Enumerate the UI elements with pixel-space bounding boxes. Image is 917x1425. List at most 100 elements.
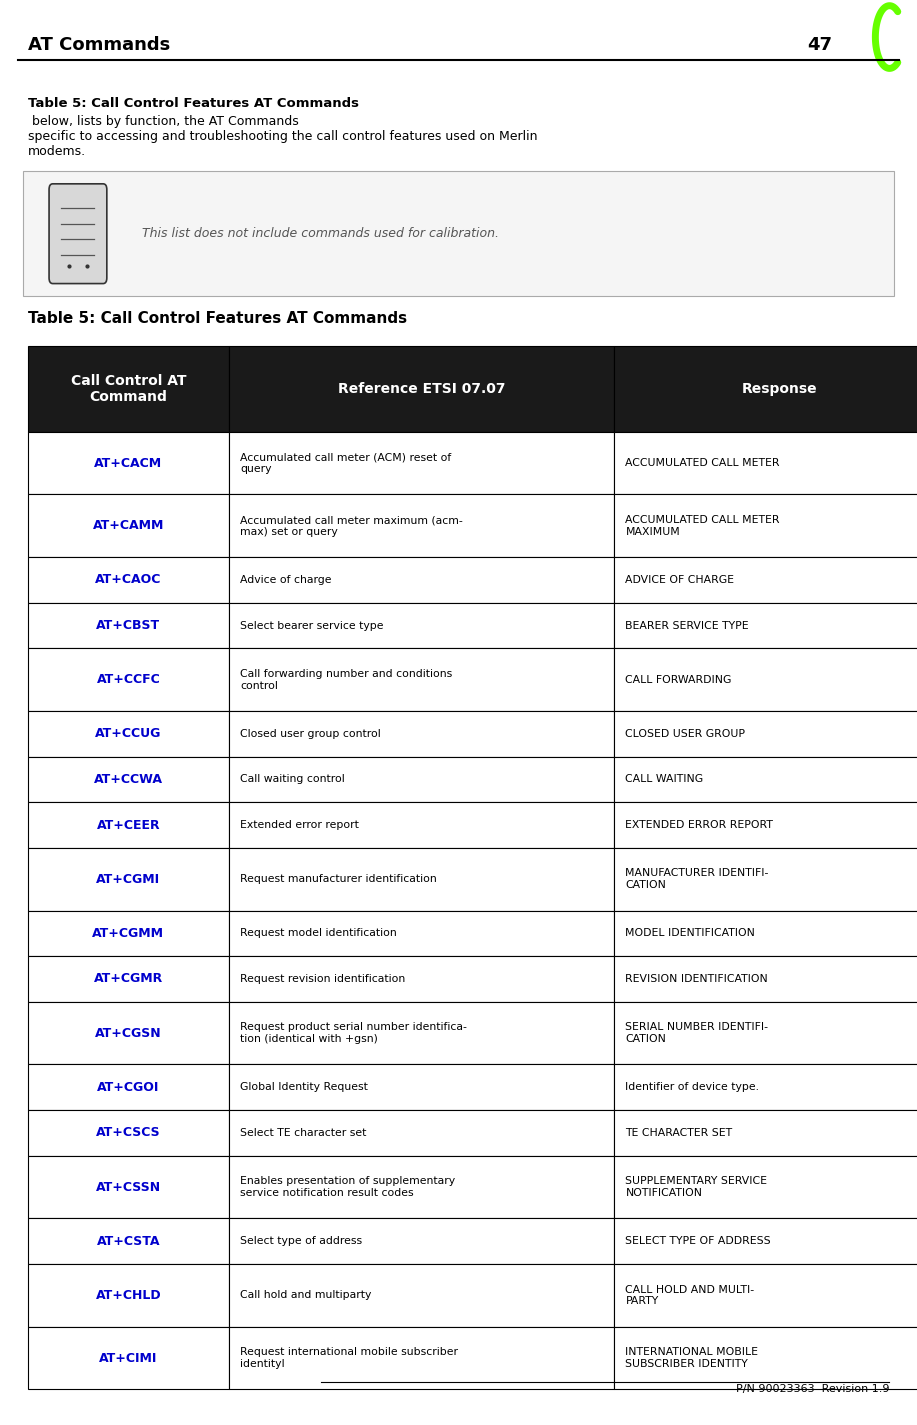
Text: TE CHARACTER SET: TE CHARACTER SET	[625, 1127, 733, 1139]
Text: Select TE character set: Select TE character set	[240, 1127, 367, 1139]
Bar	[614, 494, 917, 557]
Bar	[28, 711, 229, 757]
Text: AT+CSCS: AT+CSCS	[96, 1126, 160, 1140]
Text: BEARER SERVICE TYPE: BEARER SERVICE TYPE	[625, 620, 749, 631]
Bar	[28, 802, 229, 848]
Bar	[229, 603, 614, 648]
Bar	[28, 1218, 229, 1264]
Text: Select bearer service type: Select bearer service type	[240, 620, 383, 631]
Bar	[229, 648, 614, 711]
Bar	[28, 757, 229, 802]
Text: Request manufacturer identification: Request manufacturer identification	[240, 874, 437, 885]
Text: AT+CGMR: AT+CGMR	[94, 972, 163, 986]
Text: ACCUMULATED CALL METER: ACCUMULATED CALL METER	[625, 457, 779, 469]
Bar	[229, 802, 614, 848]
Text: Table 5: Call Control Features AT Commands: Table 5: Call Control Features AT Comman…	[28, 97, 359, 110]
Text: Request revision identification: Request revision identification	[240, 973, 405, 985]
Text: AT+CSTA: AT+CSTA	[96, 1234, 160, 1248]
Bar	[28, 557, 229, 603]
Bar	[229, 1110, 614, 1156]
Bar	[614, 1264, 917, 1327]
Bar	[28, 1064, 229, 1110]
Bar	[614, 432, 917, 494]
Bar	[614, 1110, 917, 1156]
Bar	[229, 1327, 614, 1389]
FancyBboxPatch shape	[50, 184, 106, 284]
Bar	[28, 494, 229, 557]
Text: AT+CACM: AT+CACM	[94, 456, 162, 470]
Text: Accumulated call meter (ACM) reset of
query: Accumulated call meter (ACM) reset of qu…	[240, 452, 451, 475]
Text: AT+CHLD: AT+CHLD	[95, 1288, 161, 1302]
FancyBboxPatch shape	[23, 171, 894, 296]
Text: INTERNATIONAL MOBILE
SUBSCRIBER IDENTITY: INTERNATIONAL MOBILE SUBSCRIBER IDENTITY	[625, 1347, 758, 1369]
Text: Request model identification: Request model identification	[240, 928, 397, 939]
Bar	[614, 956, 917, 1002]
Text: Enables presentation of supplementary
service notification result codes: Enables presentation of supplementary se…	[240, 1176, 456, 1198]
Text: AT+CAOC: AT+CAOC	[95, 573, 161, 587]
Text: Call forwarding number and conditions
control: Call forwarding number and conditions co…	[240, 668, 452, 691]
Bar	[229, 1218, 614, 1264]
Bar	[229, 346, 614, 432]
Text: SUPPLEMENTARY SERVICE
NOTIFICATION: SUPPLEMENTARY SERVICE NOTIFICATION	[625, 1176, 768, 1198]
Text: Request product serial number identifica-
tion (identical with +gsn): Request product serial number identifica…	[240, 1022, 467, 1045]
Text: P/N 90023363  Revision 1.9: P/N 90023363 Revision 1.9	[736, 1384, 889, 1394]
Text: Closed user group control: Closed user group control	[240, 728, 381, 740]
Text: ACCUMULATED CALL METER
MAXIMUM: ACCUMULATED CALL METER MAXIMUM	[625, 514, 779, 537]
Text: REVISION IDENTIFICATION: REVISION IDENTIFICATION	[625, 973, 768, 985]
Bar	[614, 557, 917, 603]
Text: AT+CCUG: AT+CCUG	[95, 727, 161, 741]
Text: AT+CGMI: AT+CGMI	[96, 872, 160, 886]
Text: MODEL IDENTIFICATION: MODEL IDENTIFICATION	[625, 928, 756, 939]
Text: EXTENDED ERROR REPORT: EXTENDED ERROR REPORT	[625, 819, 773, 831]
Text: CLOSED USER GROUP: CLOSED USER GROUP	[625, 728, 746, 740]
Text: AT+CGSN: AT+CGSN	[95, 1026, 161, 1040]
Text: AT+CCFC: AT+CCFC	[96, 673, 160, 687]
Bar	[229, 432, 614, 494]
Text: Global Identity Request: Global Identity Request	[240, 1082, 368, 1093]
Text: Response: Response	[742, 382, 817, 396]
Text: Call Control AT
Command: Call Control AT Command	[71, 373, 186, 405]
Bar	[229, 911, 614, 956]
Text: Request international mobile subscriber
identityI: Request international mobile subscriber …	[240, 1347, 458, 1369]
Text: Select type of address: Select type of address	[240, 1235, 362, 1247]
Bar	[614, 603, 917, 648]
Text: AT+CIMI: AT+CIMI	[99, 1351, 158, 1365]
Bar	[614, 911, 917, 956]
Bar	[614, 757, 917, 802]
Bar	[614, 1002, 917, 1064]
Bar	[229, 711, 614, 757]
Text: Accumulated call meter maximum (acm-
max) set or query: Accumulated call meter maximum (acm- max…	[240, 514, 463, 537]
Bar	[614, 1156, 917, 1218]
Text: CALL FORWARDING: CALL FORWARDING	[625, 674, 732, 685]
Bar	[28, 1156, 229, 1218]
Bar	[229, 494, 614, 557]
Text: AT+CCWA: AT+CCWA	[94, 772, 163, 787]
Bar	[229, 956, 614, 1002]
Text: Call hold and multiparty: Call hold and multiparty	[240, 1290, 371, 1301]
Bar	[614, 1218, 917, 1264]
Text: CALL WAITING: CALL WAITING	[625, 774, 703, 785]
Text: AT+CEER: AT+CEER	[96, 818, 160, 832]
Bar	[28, 1264, 229, 1327]
Bar	[28, 346, 229, 432]
Bar	[614, 711, 917, 757]
Text: AT+CBST: AT+CBST	[96, 618, 160, 633]
Bar	[614, 648, 917, 711]
Bar	[28, 911, 229, 956]
Bar	[28, 956, 229, 1002]
Text: This list does not include commands used for calibration.: This list does not include commands used…	[142, 227, 499, 241]
Bar	[229, 1264, 614, 1327]
Bar	[28, 1110, 229, 1156]
Text: Extended error report: Extended error report	[240, 819, 359, 831]
Bar	[28, 648, 229, 711]
Bar	[28, 432, 229, 494]
Text: MANUFACTURER IDENTIFI-
CATION: MANUFACTURER IDENTIFI- CATION	[625, 868, 768, 891]
Bar	[229, 757, 614, 802]
Bar	[614, 848, 917, 911]
Bar	[229, 848, 614, 911]
Bar	[614, 346, 917, 432]
Bar	[614, 1327, 917, 1389]
Text: SERIAL NUMBER IDENTIFI-
CATION: SERIAL NUMBER IDENTIFI- CATION	[625, 1022, 768, 1045]
Text: AT+CSSN: AT+CSSN	[95, 1180, 161, 1194]
Text: ADVICE OF CHARGE: ADVICE OF CHARGE	[625, 574, 735, 586]
